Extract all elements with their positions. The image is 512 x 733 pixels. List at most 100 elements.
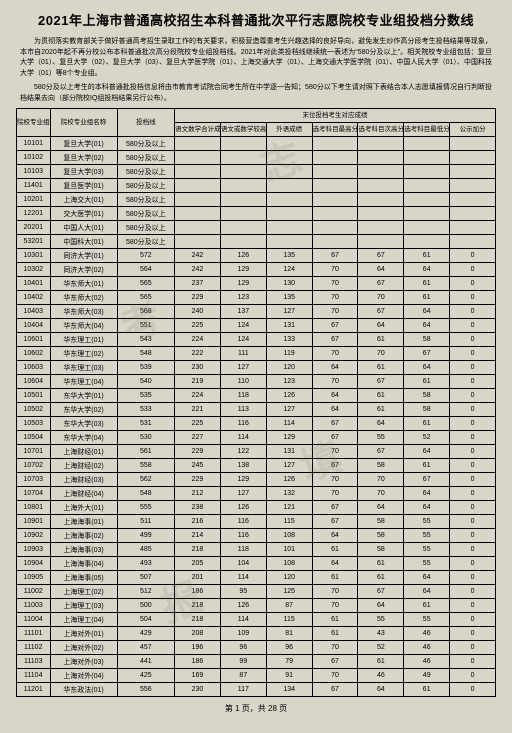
table-cell — [450, 179, 496, 193]
table-cell: 108 — [266, 557, 312, 571]
table-cell: 复旦医学(01) — [50, 179, 117, 193]
table-cell: 0 — [450, 501, 496, 515]
table-cell — [175, 193, 221, 207]
table-cell: 华东理工(02) — [50, 347, 117, 361]
table-cell: 116 — [220, 515, 266, 529]
table-row: 10301同济大学(01)5722421261356767610 — [17, 249, 496, 263]
table-cell: 12201 — [17, 207, 51, 221]
table-cell: 580分及以上 — [117, 179, 174, 193]
table-cell: 0 — [450, 431, 496, 445]
table-cell: 64 — [358, 683, 404, 697]
table-cell: 485 — [117, 543, 174, 557]
table-cell: 64 — [358, 599, 404, 613]
table-cell: 61 — [404, 683, 450, 697]
table-cell: 67 — [312, 249, 358, 263]
table-cell: 同济大学(02) — [50, 263, 117, 277]
table-cell: 55 — [404, 515, 450, 529]
table-cell: 64 — [358, 417, 404, 431]
table-cell — [266, 165, 312, 179]
table-cell: 10404 — [17, 319, 51, 333]
table-cell: 61 — [312, 627, 358, 641]
table-cell: 115 — [266, 613, 312, 627]
table-cell: 70 — [312, 669, 358, 683]
intro-paragraph-1: 为贯彻落实教育部关于做好普通高考招生录取工作的有关要求，积极营造尊重考生兴趣选择… — [20, 37, 492, 79]
table-cell: 548 — [117, 347, 174, 361]
table-cell: 64 — [358, 501, 404, 515]
table-cell: 504 — [117, 613, 174, 627]
table-cell: 61 — [404, 459, 450, 473]
table-cell: 10601 — [17, 333, 51, 347]
table-cell: 52 — [358, 641, 404, 655]
table-cell: 10501 — [17, 389, 51, 403]
table-cell: 10905 — [17, 571, 51, 585]
table-cell: 132 — [266, 487, 312, 501]
table-cell: 126 — [220, 249, 266, 263]
table-cell — [175, 235, 221, 249]
table-cell: 126 — [220, 599, 266, 613]
table-cell: 225 — [175, 319, 221, 333]
table-row: 10701上海财经(01)5612291221317067640 — [17, 445, 496, 459]
table-cell: 10701 — [17, 445, 51, 459]
table-cell: 61 — [358, 361, 404, 375]
table-cell — [358, 193, 404, 207]
table-cell: 67 — [312, 431, 358, 445]
table-row: 11002上海理工(02)512186951257067640 — [17, 585, 496, 599]
table-cell: 55 — [358, 431, 404, 445]
table-cell — [404, 207, 450, 221]
table-cell: 64 — [312, 403, 358, 417]
table-cell: 0 — [450, 515, 496, 529]
table-cell: 61 — [404, 375, 450, 389]
table-cell: 222 — [175, 347, 221, 361]
page-title: 2021年上海市普通高校招生本科普通批次平行志愿院校专业组投档分数线 — [16, 10, 496, 29]
table-cell: 58 — [358, 459, 404, 473]
table-cell: 126 — [220, 501, 266, 515]
table-cell: 华东政法(01) — [50, 683, 117, 697]
table-cell: 131 — [266, 319, 312, 333]
table-cell: 20201 — [17, 221, 51, 235]
table-cell: 0 — [450, 683, 496, 697]
table-cell: 上海财经(04) — [50, 487, 117, 501]
table-cell: 上海财经(03) — [50, 473, 117, 487]
table-cell: 135 — [266, 249, 312, 263]
table-row: 10702上海财经(02)5582451381276758610 — [17, 459, 496, 473]
table-cell: 64 — [404, 585, 450, 599]
table-cell — [404, 165, 450, 179]
table-cell: 0 — [450, 571, 496, 585]
table-cell: 87 — [220, 669, 266, 683]
table-cell: 70 — [358, 291, 404, 305]
table-cell: 111 — [220, 347, 266, 361]
table-cell: 457 — [117, 641, 174, 655]
table-cell: 0 — [450, 669, 496, 683]
table-cell: 218 — [175, 599, 221, 613]
table-cell: 上海交大(01) — [50, 193, 117, 207]
table-cell: 10401 — [17, 277, 51, 291]
table-cell: 上海理工(03) — [50, 599, 117, 613]
table-cell: 224 — [175, 389, 221, 403]
table-cell: 58 — [358, 529, 404, 543]
table-cell: 55 — [404, 529, 450, 543]
table-cell: 0 — [450, 277, 496, 291]
table-cell: 580分及以上 — [117, 235, 174, 249]
table-cell: 70 — [312, 291, 358, 305]
table-cell: 238 — [175, 501, 221, 515]
table-row: 10905上海海事(05)5072011141206161640 — [17, 571, 496, 585]
table-cell: 237 — [175, 277, 221, 291]
table-cell: 10102 — [17, 151, 51, 165]
table-row: 10601华东理工(01)5432241241336761580 — [17, 333, 496, 347]
table-cell — [312, 221, 358, 235]
table-row: 11401复旦医学(01)580分及以上 — [17, 179, 496, 193]
table-cell: 114 — [220, 431, 266, 445]
table-cell: 64 — [312, 557, 358, 571]
table-cell — [450, 151, 496, 165]
table-cell: 11004 — [17, 613, 51, 627]
table-cell: 70 — [312, 277, 358, 291]
table-cell: 10103 — [17, 165, 51, 179]
table-cell: 535 — [117, 389, 174, 403]
table-cell: 229 — [175, 445, 221, 459]
table-row: 11003上海理工(03)500218126877064610 — [17, 599, 496, 613]
table-cell: 华东理工(04) — [50, 375, 117, 389]
table-cell: 华东师大(03) — [50, 305, 117, 319]
table-cell: 0 — [450, 599, 496, 613]
table-cell: 543 — [117, 333, 174, 347]
table-cell: 127 — [220, 361, 266, 375]
